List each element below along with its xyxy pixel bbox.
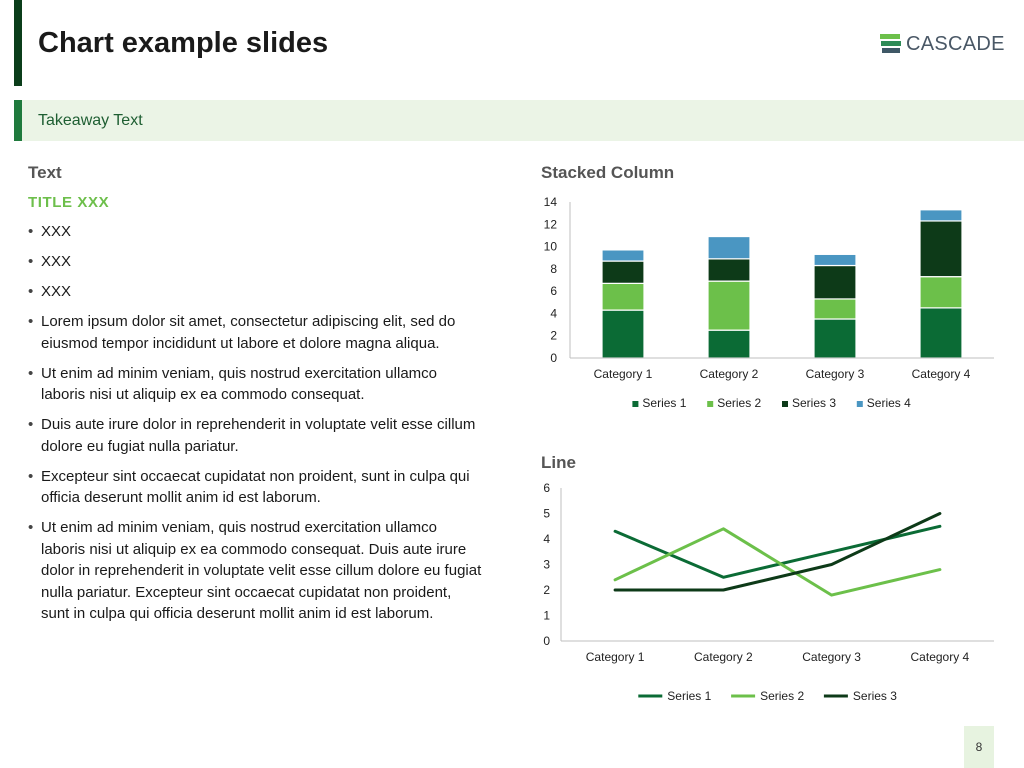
bullet-item: XXX bbox=[28, 221, 483, 243]
bar-segment bbox=[813, 264, 857, 300]
legend-label: Series 3 bbox=[792, 396, 836, 410]
bar-segment bbox=[707, 258, 751, 282]
x-tick-label: Category 3 bbox=[802, 650, 861, 664]
x-tick-label: Category 2 bbox=[694, 650, 753, 664]
takeaway-banner: Takeaway Text bbox=[14, 100, 1024, 141]
legend-swatch bbox=[632, 401, 639, 407]
x-tick-label: Category 4 bbox=[912, 367, 971, 381]
series-line bbox=[613, 512, 942, 592]
takeaway-text: Takeaway Text bbox=[38, 112, 143, 129]
y-tick-label: 2 bbox=[543, 583, 550, 597]
stacked-column-chart: 0 2 4 6 8 10 12 14 Category 1 Category 2 Category … bbox=[544, 195, 994, 410]
legend-label: Series 1 bbox=[642, 396, 686, 410]
cascade-logo: CASCADE bbox=[880, 31, 1005, 57]
legend-label: Series 1 bbox=[667, 689, 711, 703]
bar-segment bbox=[813, 318, 857, 359]
bar-segment bbox=[919, 307, 963, 359]
legend-label: Series 3 bbox=[853, 689, 897, 703]
legend-swatch bbox=[856, 401, 863, 407]
text-section-label: Text bbox=[28, 163, 62, 182]
y-tick-label: 0 bbox=[543, 634, 550, 648]
x-tick-label: Category 4 bbox=[911, 650, 970, 664]
legend-label: Series 2 bbox=[760, 689, 804, 703]
bar-segment bbox=[919, 209, 963, 222]
y-tick-label: 4 bbox=[543, 532, 550, 546]
bullet-item: Ut enim ad minim veniam, quis nostrud ex… bbox=[28, 517, 483, 625]
bar-segment bbox=[601, 260, 645, 284]
line-chart-title: Line bbox=[541, 453, 576, 472]
x-tick-label: Category 3 bbox=[806, 367, 865, 381]
legend-label: Series 2 bbox=[717, 396, 761, 410]
x-tick-label: Category 2 bbox=[700, 367, 759, 381]
bullet-item: Excepteur sint occaecat cupidatat non pr… bbox=[28, 466, 483, 509]
bullet-item: Ut enim ad minim veniam, quis nostrud ex… bbox=[28, 363, 483, 406]
bullet-item: XXX bbox=[28, 251, 483, 273]
y-tick-label: 2 bbox=[550, 329, 557, 343]
title-accent-bar bbox=[14, 0, 22, 86]
bar-segment bbox=[601, 249, 645, 262]
bullet-item: Duis aute irure dolor in reprehenderit i… bbox=[28, 414, 483, 457]
y-tick-label: 8 bbox=[550, 262, 557, 276]
bar-segment bbox=[601, 282, 645, 311]
bullet-list: XXX XXX XXX Lorem ipsum dolor sit amet, … bbox=[28, 221, 483, 633]
page-number-box: 8 bbox=[964, 726, 994, 768]
x-tick-label: Category 1 bbox=[594, 367, 653, 381]
stacked-chart-title: Stacked Column bbox=[541, 163, 675, 182]
page-title: Chart example slides bbox=[38, 27, 329, 59]
y-tick-label: 10 bbox=[544, 240, 558, 254]
series-line bbox=[613, 527, 942, 597]
y-tick-label: 12 bbox=[544, 217, 558, 231]
y-tick-label: 0 bbox=[550, 351, 557, 365]
legend-swatch bbox=[707, 401, 714, 407]
y-tick-label: 4 bbox=[550, 306, 557, 320]
series-line bbox=[613, 524, 942, 579]
bar-segment bbox=[707, 329, 751, 359]
y-tick-label: 5 bbox=[543, 507, 550, 521]
bar-segment bbox=[707, 280, 751, 331]
logo-text: CASCADE bbox=[906, 32, 1005, 55]
page-number: 8 bbox=[975, 740, 983, 754]
y-tick-label: 3 bbox=[543, 558, 550, 572]
bar-segment bbox=[813, 298, 857, 320]
bullet-item: XXX bbox=[28, 281, 483, 303]
line-chart: 0 1 2 3 4 5 6 Category 1 Category 2 Category 3 Cat… bbox=[543, 481, 994, 703]
legend-label: Series 4 bbox=[867, 396, 911, 410]
bar-segment bbox=[601, 309, 645, 359]
y-tick-label: 6 bbox=[550, 284, 557, 298]
takeaway-accent-bar bbox=[14, 100, 22, 141]
y-tick-label: 1 bbox=[543, 609, 550, 623]
bullet-item: Lorem ipsum dolor sit amet, consectetur … bbox=[28, 311, 483, 354]
legend-swatch bbox=[782, 401, 788, 407]
bar-segment bbox=[919, 276, 963, 309]
y-tick-label: 14 bbox=[544, 195, 558, 209]
bar-segment bbox=[813, 253, 857, 267]
text-subtitle: TITLE XXX bbox=[28, 194, 110, 211]
cascade-logo-icon bbox=[880, 34, 901, 53]
bar-segment bbox=[707, 235, 751, 260]
y-tick-label: 6 bbox=[543, 481, 550, 495]
bar-segment bbox=[919, 220, 963, 278]
x-tick-label: Category 1 bbox=[586, 650, 645, 664]
